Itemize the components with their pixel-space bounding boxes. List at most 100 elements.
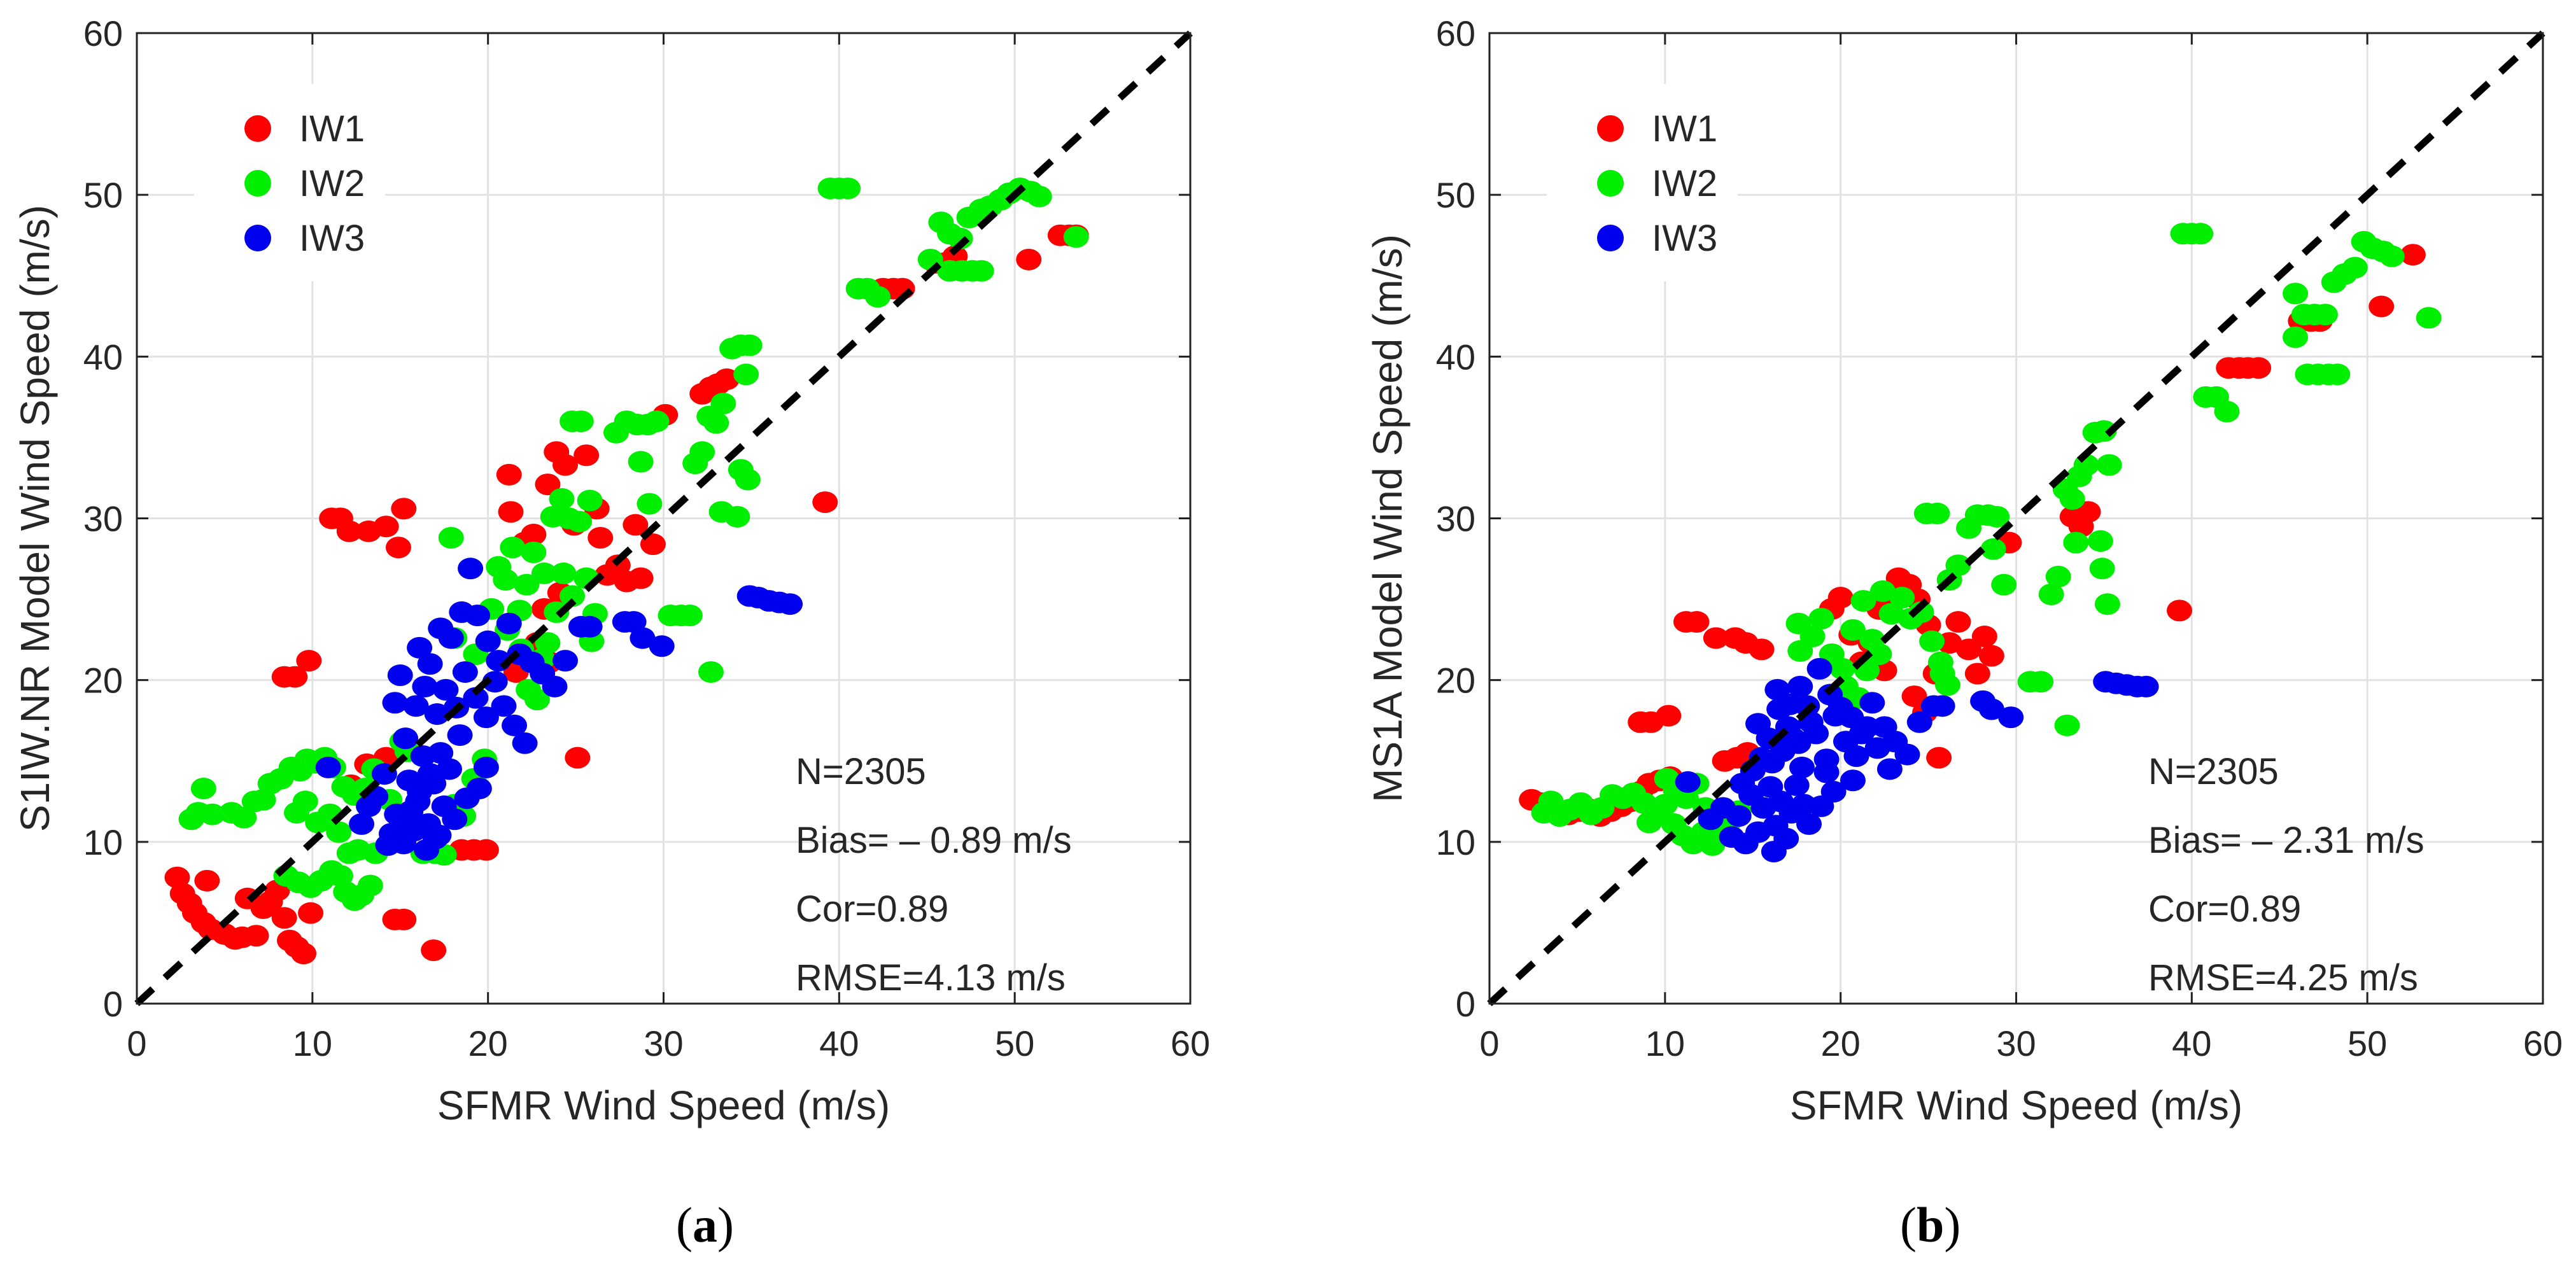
data-point-iw2 — [1829, 657, 1855, 680]
data-point-iw1 — [605, 554, 631, 577]
data-point-iw2 — [524, 689, 550, 711]
data-point-iw1 — [1016, 248, 1042, 270]
data-point-iw3 — [387, 818, 413, 840]
data-point-iw2 — [568, 410, 594, 432]
data-point-iw3 — [2133, 675, 2159, 698]
data-point-iw3 — [777, 593, 803, 615]
stats-line: N=2305 — [2148, 751, 2279, 792]
data-point-iw2 — [1840, 619, 1866, 641]
data-point-iw1 — [391, 908, 417, 930]
x-tick-label: 30 — [644, 1023, 683, 1063]
y-tick-label: 0 — [103, 984, 123, 1024]
stats-annotation: N=2305 Bias= – 0.89 m/s Cor=0.89 RMSE=4.13 … — [796, 751, 1072, 999]
data-point-iw3 — [315, 756, 341, 778]
legend: IW1 IW2 IW3 — [194, 84, 385, 281]
data-point-iw2 — [1850, 590, 1876, 612]
data-point-iw2 — [1908, 601, 1934, 623]
data-point-iw3 — [475, 630, 501, 652]
data-point-iw2 — [438, 527, 464, 549]
data-point-iw3 — [1894, 743, 1920, 766]
data-point-iw2 — [231, 806, 257, 829]
data-point-iw1 — [521, 523, 547, 545]
data-point-iw2 — [2283, 283, 2309, 305]
data-point-iw1 — [2167, 599, 2193, 622]
data-point-iw3 — [1998, 706, 2024, 729]
data-point-iw1 — [1978, 645, 2004, 667]
x-tick-label: 0 — [127, 1023, 146, 1063]
data-point-iw1 — [1945, 611, 1971, 633]
y-tick-label: 60 — [1436, 13, 1475, 53]
data-point-iw3 — [1787, 675, 1813, 698]
data-point-iw2 — [2059, 488, 2085, 510]
data-point-iw1 — [1971, 626, 1997, 648]
data-point-iw2 — [2312, 304, 2338, 326]
stats-line: Bias= – 0.89 m/s — [796, 820, 1072, 861]
data-point-iw2 — [947, 227, 973, 249]
data-point-iw2 — [1919, 630, 1945, 652]
data-point-iw3 — [436, 758, 462, 780]
legend-marker-iw3 — [244, 225, 271, 251]
data-point-iw2 — [2054, 714, 2080, 736]
data-point-iw1 — [2368, 295, 2395, 318]
x-tick-label: 60 — [1171, 1023, 1210, 1063]
data-point-iw1 — [1684, 611, 1710, 633]
data-point-iw1 — [1901, 685, 1927, 708]
data-point-iw1 — [640, 533, 666, 556]
data-point-iw3 — [417, 763, 443, 785]
data-point-iw3 — [1843, 745, 1869, 768]
x-axis-label: SFMR Wind Speed (m/s) — [437, 1083, 890, 1128]
data-point-iw3 — [1859, 692, 1885, 714]
data-point-iw1 — [535, 473, 561, 496]
data-point-iw2 — [2028, 671, 2054, 693]
y-tick-label: 10 — [1436, 822, 1475, 862]
x-tick-label: 60 — [2523, 1023, 2563, 1063]
legend: IW1 IW2 IW3 — [1547, 84, 1738, 281]
data-point-iw1 — [291, 943, 317, 965]
data-point-iw2 — [2063, 531, 2089, 554]
data-point-iw3 — [512, 732, 538, 754]
data-point-iw2 — [2188, 223, 2214, 245]
series-iw2 — [1531, 223, 2442, 856]
data-point-iw2 — [1785, 612, 1812, 634]
data-point-iw2 — [637, 493, 663, 515]
data-point-iw3 — [349, 813, 375, 835]
data-point-iw2 — [1647, 800, 1673, 822]
data-point-iw3 — [398, 800, 424, 822]
data-point-iw2 — [736, 334, 763, 356]
data-point-iw1 — [812, 491, 838, 514]
data-point-iw3 — [1929, 695, 1955, 717]
legend-label-iw3: IW3 — [299, 218, 365, 259]
data-point-iw2 — [2087, 530, 2113, 552]
legend-box — [1547, 84, 1738, 281]
data-point-iw1 — [282, 666, 308, 688]
identity-reference-line — [1487, 30, 2545, 1007]
data-point-iw1 — [1749, 638, 1775, 661]
data-point-iw1 — [714, 368, 740, 390]
data-point-iw2 — [2089, 557, 2115, 580]
y-tick-label: 60 — [83, 13, 123, 53]
data-point-iw3 — [1675, 771, 1701, 793]
data-point-iw2 — [1869, 580, 1896, 602]
y-tick-label: 0 — [1456, 984, 1475, 1024]
y-tick-label: 50 — [83, 175, 123, 215]
y-tick-label: 40 — [83, 337, 123, 377]
x-tick-label: 40 — [819, 1023, 859, 1063]
data-point-iw2 — [531, 562, 557, 584]
identity-reference-line — [134, 30, 1193, 1007]
data-point-iw2 — [1980, 538, 2006, 560]
x-tick-label: 10 — [1645, 1023, 1685, 1063]
legend-label-iw1: IW1 — [299, 108, 365, 150]
data-point-iw2 — [2283, 326, 2309, 348]
data-point-iw2 — [724, 505, 750, 528]
data-point-iw3 — [1978, 698, 2004, 720]
data-point-iw3 — [542, 675, 568, 698]
data-point-iw3 — [496, 612, 522, 634]
data-point-iw3 — [1761, 841, 1787, 863]
data-point-iw3 — [1813, 761, 1840, 783]
data-point-iw2 — [835, 178, 861, 199]
stats-line: N=2305 — [796, 751, 926, 792]
x-tick-label: 40 — [2172, 1023, 2211, 1063]
data-point-iw2 — [628, 451, 654, 473]
data-point-iw3 — [491, 695, 517, 717]
